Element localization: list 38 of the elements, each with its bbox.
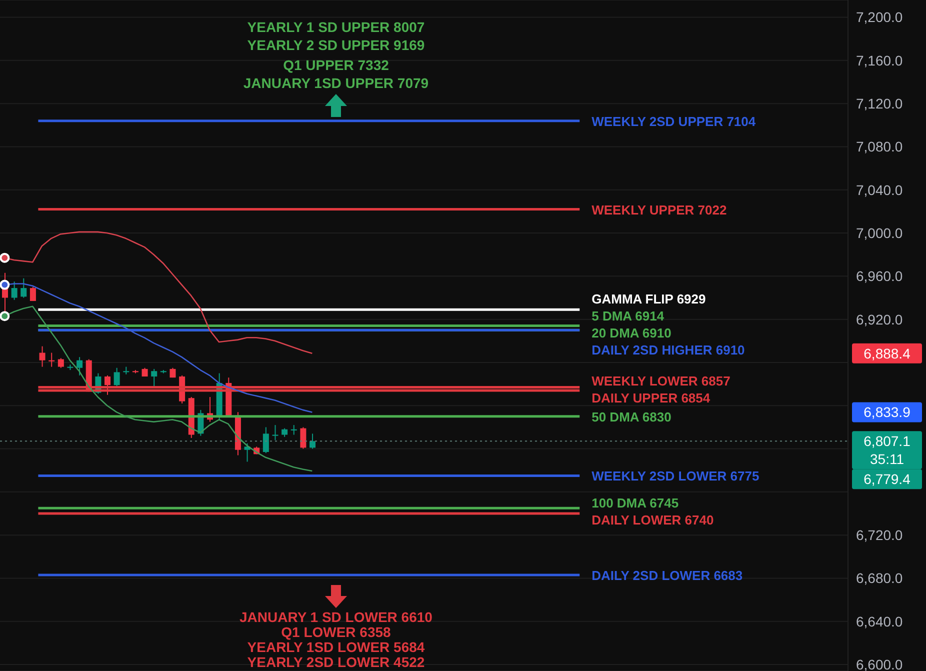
y-tick-label: 6,720.0 xyxy=(856,527,903,544)
ref-line-label: WEEKLY 2SD UPPER 7104 xyxy=(592,114,756,129)
text: 6,888.4 xyxy=(864,345,911,362)
ref-line-label: WEEKLY UPPER 7022 xyxy=(592,202,727,218)
y-tick-label: 6,600.0 xyxy=(856,656,903,671)
annotation: Q1 UPPER 7332 xyxy=(283,57,390,73)
annotation: Q1 LOWER 6358 xyxy=(281,624,392,640)
ref-line-label: DAILY 2SD LOWER 6683 xyxy=(592,568,743,583)
annotation: YEARLY 2SD LOWER 4522 xyxy=(247,654,425,670)
y-tick-label: 6,640.0 xyxy=(856,613,903,630)
y-tick-label: 7,040.0 xyxy=(856,182,903,198)
ref-line-label: 100 DMA 6745 xyxy=(592,495,679,510)
text: 6,779.4 xyxy=(864,471,911,488)
ref-line-label: WEEKLY 2SD LOWER 6775 xyxy=(592,468,760,484)
y-tick-label: 7,080.0 xyxy=(856,138,903,155)
ref-line-label: 20 DMA 6910 xyxy=(592,325,672,340)
ref-line-label: DAILY 2SD HIGHER 6910 xyxy=(592,342,745,358)
annotation: JANUARY 1SD UPPER 7079 xyxy=(243,75,429,91)
y-tick-label: 6,920.0 xyxy=(856,311,903,328)
text: 6,833.9 xyxy=(864,404,911,420)
ref-line-label: 50 DMA 6830 xyxy=(592,409,672,424)
annotation: YEARLY 1 SD UPPER 8007 xyxy=(247,19,425,35)
text: 6,807.1 xyxy=(864,433,911,450)
text: 35:11 xyxy=(870,451,904,468)
ref-line-label: DAILY LOWER 6740 xyxy=(592,512,714,528)
ref-line-label: 5 DMA 6914 xyxy=(592,308,665,324)
y-tick-label: 7,120.0 xyxy=(856,96,903,112)
ref-line-label: DAILY UPPER 6854 xyxy=(592,390,711,406)
annotation: JANUARY 1 SD LOWER 6610 xyxy=(240,609,433,625)
y-tick-label: 6,680.0 xyxy=(856,570,903,586)
annotation: YEARLY 2 SD UPPER 9169 xyxy=(247,37,425,53)
y-tick-label: 7,160.0 xyxy=(856,52,903,68)
ref-line-label: GAMMA FLIP 6929 xyxy=(592,291,706,306)
annotation: YEARLY 1SD LOWER 5684 xyxy=(247,639,425,655)
y-tick-label: 7,000.0 xyxy=(856,224,903,241)
ref-line-label: WEEKLY LOWER 6857 xyxy=(592,373,730,388)
y-tick-label: 6,960.0 xyxy=(856,268,903,284)
y-tick-label: 7,200.0 xyxy=(856,9,903,26)
